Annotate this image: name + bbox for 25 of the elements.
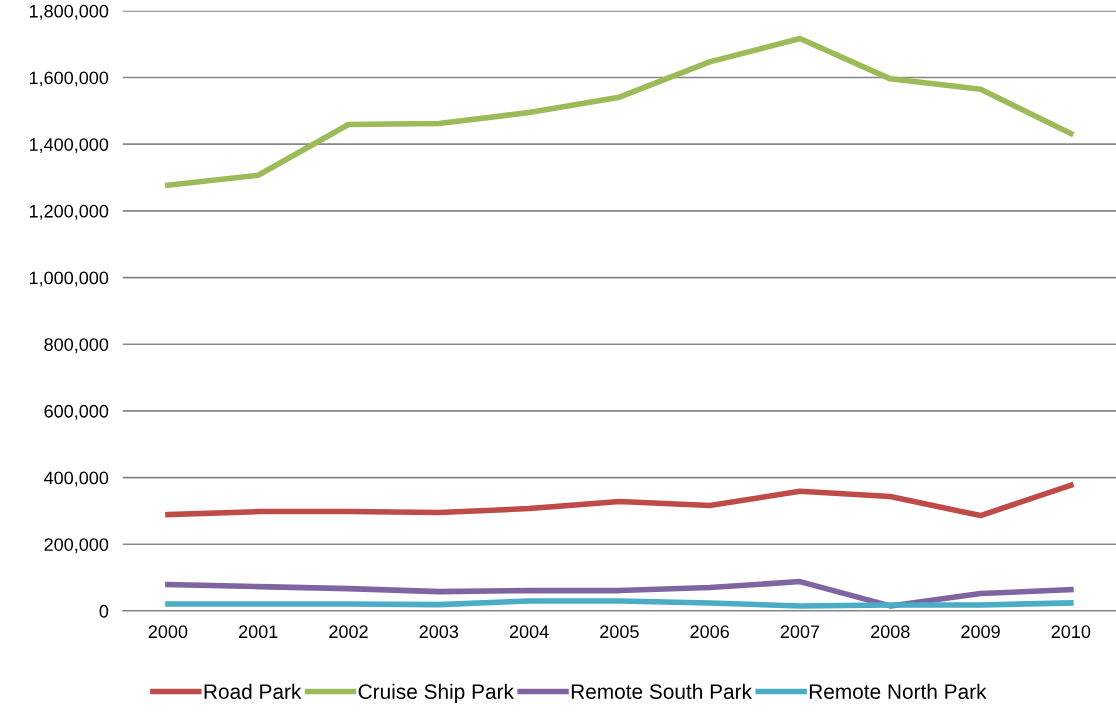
y-tick-label: 1,400,000	[29, 138, 109, 154]
x-tick-label: 2010	[1051, 625, 1091, 639]
x-tick-label: 2006	[690, 625, 729, 639]
legend-label: Remote North Park	[809, 683, 987, 699]
legend-label: Remote South Park	[571, 683, 752, 699]
y-tick-label: 200,000	[44, 538, 109, 554]
x-tick-label: 2009	[961, 625, 1000, 639]
y-tick-label: 1,000,000	[29, 271, 109, 287]
y-tick-label: 1,800,000	[29, 4, 109, 20]
x-tick-label: 2000	[148, 625, 188, 639]
y-tick-label: 1,600,000	[29, 71, 109, 87]
x-tick-label: 2008	[871, 625, 910, 639]
x-tick-label: 2002	[329, 625, 368, 639]
y-tick-label: 1,200,000	[29, 204, 109, 220]
y-tick-label: 400,000	[44, 471, 109, 487]
y-tick-label: 800,000	[44, 338, 109, 354]
x-tick-label: 2007	[780, 625, 820, 639]
x-tick-label: 2001	[239, 625, 278, 639]
legend-label: Cruise Ship Park	[358, 683, 514, 704]
x-tick-label: 2005	[600, 625, 639, 639]
x-tick-label: 2003	[419, 625, 459, 639]
y-tick-label: 600,000	[44, 404, 109, 420]
legend-label: Road Park	[204, 683, 302, 699]
x-tick-label: 2004	[509, 625, 549, 639]
y-tick-label: 0	[99, 604, 109, 618]
